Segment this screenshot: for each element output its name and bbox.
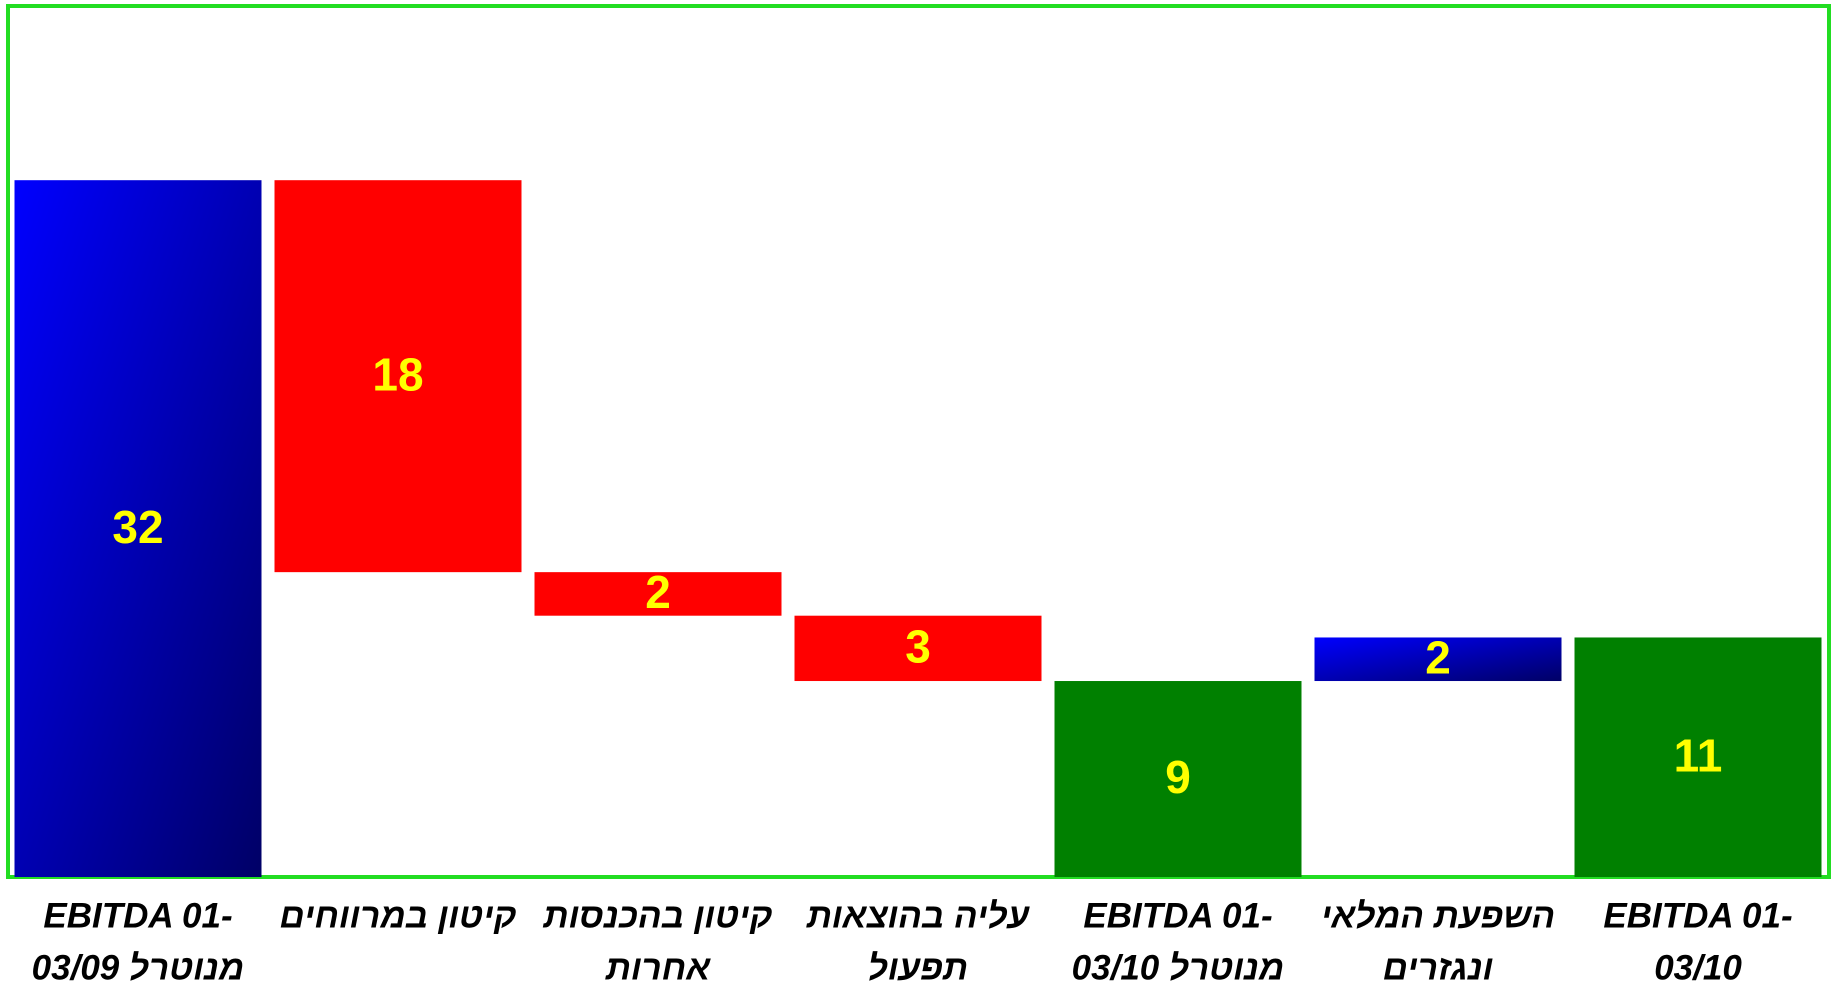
x-tick-label: קיטון בהכנסות bbox=[542, 896, 772, 935]
value-label: 2 bbox=[1425, 631, 1451, 683]
x-tick-label: EBITDA 01- bbox=[1083, 896, 1272, 935]
bar bbox=[534, 572, 782, 616]
bar bbox=[14, 180, 262, 877]
bar bbox=[794, 615, 1042, 682]
x-tick-label: ונגזרים bbox=[1383, 948, 1493, 987]
value-label: 32 bbox=[112, 501, 163, 553]
x-tick-label: EBITDA 01- bbox=[1603, 896, 1792, 935]
bar bbox=[1314, 637, 1562, 682]
x-tick-label: עליה בהוצאות bbox=[806, 896, 1031, 935]
bar bbox=[1574, 637, 1822, 877]
x-tick-label: השפעת המלאי bbox=[1321, 896, 1555, 935]
x-tick-label: אחרות bbox=[605, 948, 711, 987]
value-label: 2 bbox=[645, 566, 671, 618]
x-tick-label: תפעול bbox=[868, 948, 968, 987]
x-tick-label: EBITDA 01- bbox=[43, 896, 232, 935]
value-label: 18 bbox=[372, 348, 423, 400]
value-label: 11 bbox=[1674, 729, 1723, 781]
x-tick-label: 03/09 מנוטרל bbox=[32, 948, 245, 987]
x-tick-label: 03/10 bbox=[1654, 948, 1742, 987]
x-tick-label: קיטון במרווחים bbox=[279, 896, 516, 935]
value-label: 9 bbox=[1165, 751, 1191, 803]
bar bbox=[274, 180, 522, 573]
x-tick-label: 03/10 מנוטרל bbox=[1072, 948, 1285, 987]
bar bbox=[1054, 681, 1302, 877]
value-label: 3 bbox=[905, 621, 931, 673]
